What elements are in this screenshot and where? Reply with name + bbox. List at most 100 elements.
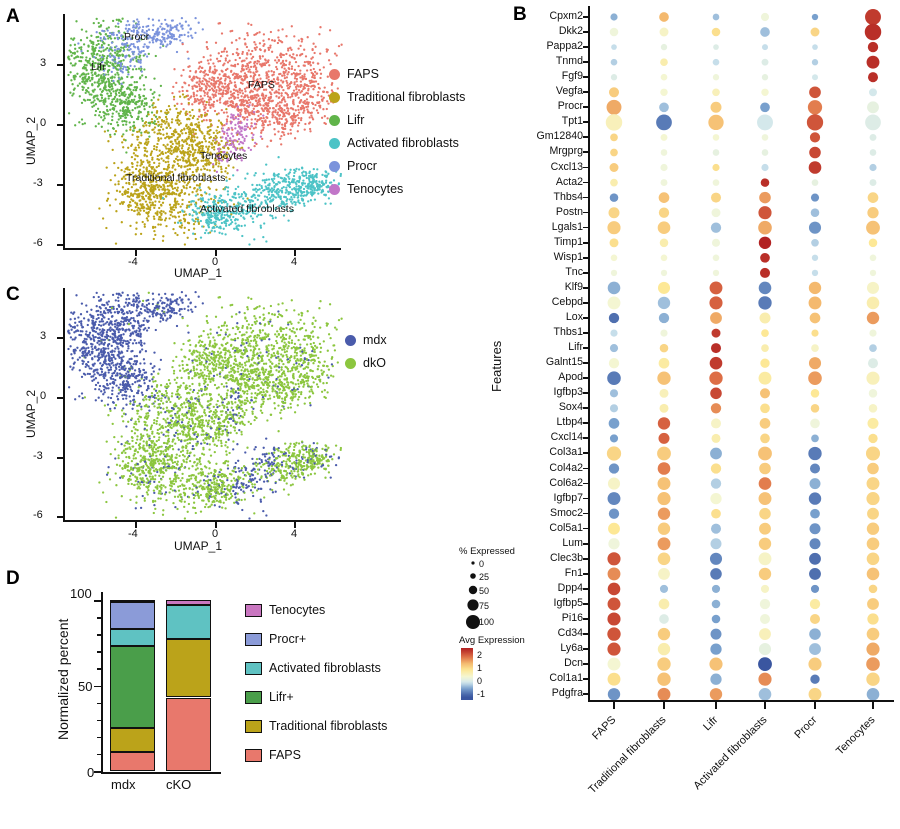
panel-b-ytick <box>583 317 589 319</box>
panel-a-ytick-1 <box>57 124 64 126</box>
panel-d-bar-segment <box>110 600 155 602</box>
panel-b-gene-label: Apod <box>505 371 583 383</box>
panel-b-ytick <box>583 663 589 665</box>
panel-d-legend-label-3: Lifr+ <box>269 690 294 704</box>
panel-b-ytick <box>583 558 589 560</box>
panel-b-ytick <box>583 121 589 123</box>
panel-d-xticklabel-1: cKO <box>166 777 191 792</box>
panel-a-cluster-label-lifr: Lifr <box>91 61 106 73</box>
panel-d-legend-item-4[interactable]: Traditional fibroblasts <box>245 719 387 733</box>
panel-b-y-axis <box>588 6 590 700</box>
panel-b-gene-label: Cxcl14 <box>505 431 583 443</box>
panel-b-yaxis-title: Features <box>489 341 504 392</box>
panel-b-gene-label: Lifr <box>505 341 583 353</box>
panel-b-colorbar <box>461 648 473 700</box>
panel-b-gene-label: Col1a1 <box>505 672 583 684</box>
panel-c-y-axis <box>63 288 65 522</box>
panel-a-legend-item-5[interactable]: Tenocytes <box>329 182 403 196</box>
panel-c-xtick-1 <box>215 521 217 528</box>
panel-a-yaxis-title: UMAP_2 <box>24 117 38 165</box>
panel-d-bar-segment <box>166 698 211 772</box>
panel-a-legend-item-4[interactable]: Procr <box>329 159 377 173</box>
panel-d-bar-segment <box>166 600 211 605</box>
panel-a-umap-plot <box>58 14 358 264</box>
panel-a-x-axis <box>63 248 341 250</box>
panel-b-gene-label: Klf9 <box>505 281 583 293</box>
panel-b-gene-label: Clec3b <box>505 552 583 564</box>
panel-b-ytick <box>583 392 589 394</box>
panel-b-ytick <box>583 151 589 153</box>
panel-a-legend-item-0[interactable]: FAPS <box>329 67 379 81</box>
panel-b-size-legend-value-4: 100 <box>479 617 494 627</box>
panel-b-ytick <box>583 693 589 695</box>
panel-b-gene-label: Galnt15 <box>505 356 583 368</box>
panel-b-column-label: Tenocytes <box>763 714 878 829</box>
panel-b-ytick <box>583 362 589 364</box>
panel-c-legend-label-0: mdx <box>363 333 387 347</box>
panel-a-ytick-3 <box>57 244 64 246</box>
panel-d-bar-segment <box>110 728 155 752</box>
panel-d-ytick <box>97 634 102 636</box>
panel-b-xtick <box>814 701 816 709</box>
panel-a-cluster-label-traditional-fibroblasts: Traditional fibroblasts <box>126 172 225 184</box>
panel-a-xtick-2 <box>294 249 296 256</box>
legend-dot-icon <box>329 161 340 172</box>
panel-b-xtick <box>715 701 717 709</box>
panel-d-legend-item-5[interactable]: FAPS <box>245 748 301 762</box>
legend-dot-icon <box>345 358 356 369</box>
panel-b-gene-label: Mrgprg <box>505 145 583 157</box>
panel-b-gene-label: Cebpd <box>505 296 583 308</box>
panel-a-legend-item-1[interactable]: Traditional fibroblasts <box>329 90 465 104</box>
panel-d-legend-item-1[interactable]: Procr+ <box>245 632 306 646</box>
panel-b-color-legend-value-3: -1 <box>477 689 485 699</box>
panel-b-gene-label: Tnc <box>505 266 583 278</box>
panel-a-letter: A <box>6 6 20 28</box>
panel-b-gene-label: Igfbp3 <box>505 386 583 398</box>
panel-b-gene-label: Col5a1 <box>505 522 583 534</box>
panel-b-xtick <box>663 701 665 709</box>
panel-c-legend-item-1[interactable]: dkO <box>345 356 386 370</box>
panel-b-gene-label: Igfbp7 <box>505 492 583 504</box>
panel-d-ytick <box>97 617 102 619</box>
panel-d-legend-item-0[interactable]: Tenocytes <box>245 603 325 617</box>
panel-b-gene-label: Pi16 <box>505 612 583 624</box>
panel-b-gene-label: Wisp1 <box>505 251 583 263</box>
legend-swatch-icon <box>245 691 262 704</box>
panel-b-gene-label: Timp1 <box>505 236 583 248</box>
panel-b-ytick <box>583 227 589 229</box>
panel-b-gene-label: Igfbp5 <box>505 597 583 609</box>
panel-b-color-legend-value-0: 2 <box>477 650 482 660</box>
panel-b-gene-label: Lum <box>505 537 583 549</box>
panel-b-gene-label: Tnmd <box>505 55 583 67</box>
panel-b-ytick <box>583 513 589 515</box>
panel-b-ytick <box>583 287 589 289</box>
panel-b-dotplot <box>588 6 900 706</box>
panel-d-legend-item-2[interactable]: Activated fibroblasts <box>245 661 381 675</box>
panel-c-letter: C <box>6 284 20 306</box>
legend-swatch-icon <box>245 662 262 675</box>
panel-b-ytick <box>583 167 589 169</box>
panel-b-ytick <box>583 437 589 439</box>
panel-c-xticklabel-0: -4 <box>128 528 138 540</box>
panel-c-legend-item-0[interactable]: mdx <box>345 333 387 347</box>
panel-b-ytick <box>583 678 589 680</box>
panel-b-gene-label: Lox <box>505 311 583 323</box>
panel-b-ytick <box>583 182 589 184</box>
panel-b-ytick <box>583 603 589 605</box>
panel-b-gene-label: Pdgfra <box>505 687 583 699</box>
panel-c-yticklabel-3: -6 <box>33 509 43 521</box>
panel-a-legend-item-2[interactable]: Lifr <box>329 113 364 127</box>
panel-c-ytick-3 <box>57 516 64 518</box>
panel-d-ytick <box>97 754 102 756</box>
panel-b-ytick <box>583 618 589 620</box>
panel-b-gene-label: Vegfa <box>505 85 583 97</box>
panel-d-ytick <box>97 737 102 739</box>
panel-d-legend-item-3[interactable]: Lifr+ <box>245 690 294 704</box>
legend-dot-icon <box>329 92 340 103</box>
panel-b-gene-label: Postn <box>505 206 583 218</box>
panel-c-ytick-0 <box>57 337 64 339</box>
panel-a-legend-item-3[interactable]: Activated fibroblasts <box>329 136 459 150</box>
panel-b-gene-label: Thbs1 <box>505 326 583 338</box>
panel-b-ytick <box>583 302 589 304</box>
